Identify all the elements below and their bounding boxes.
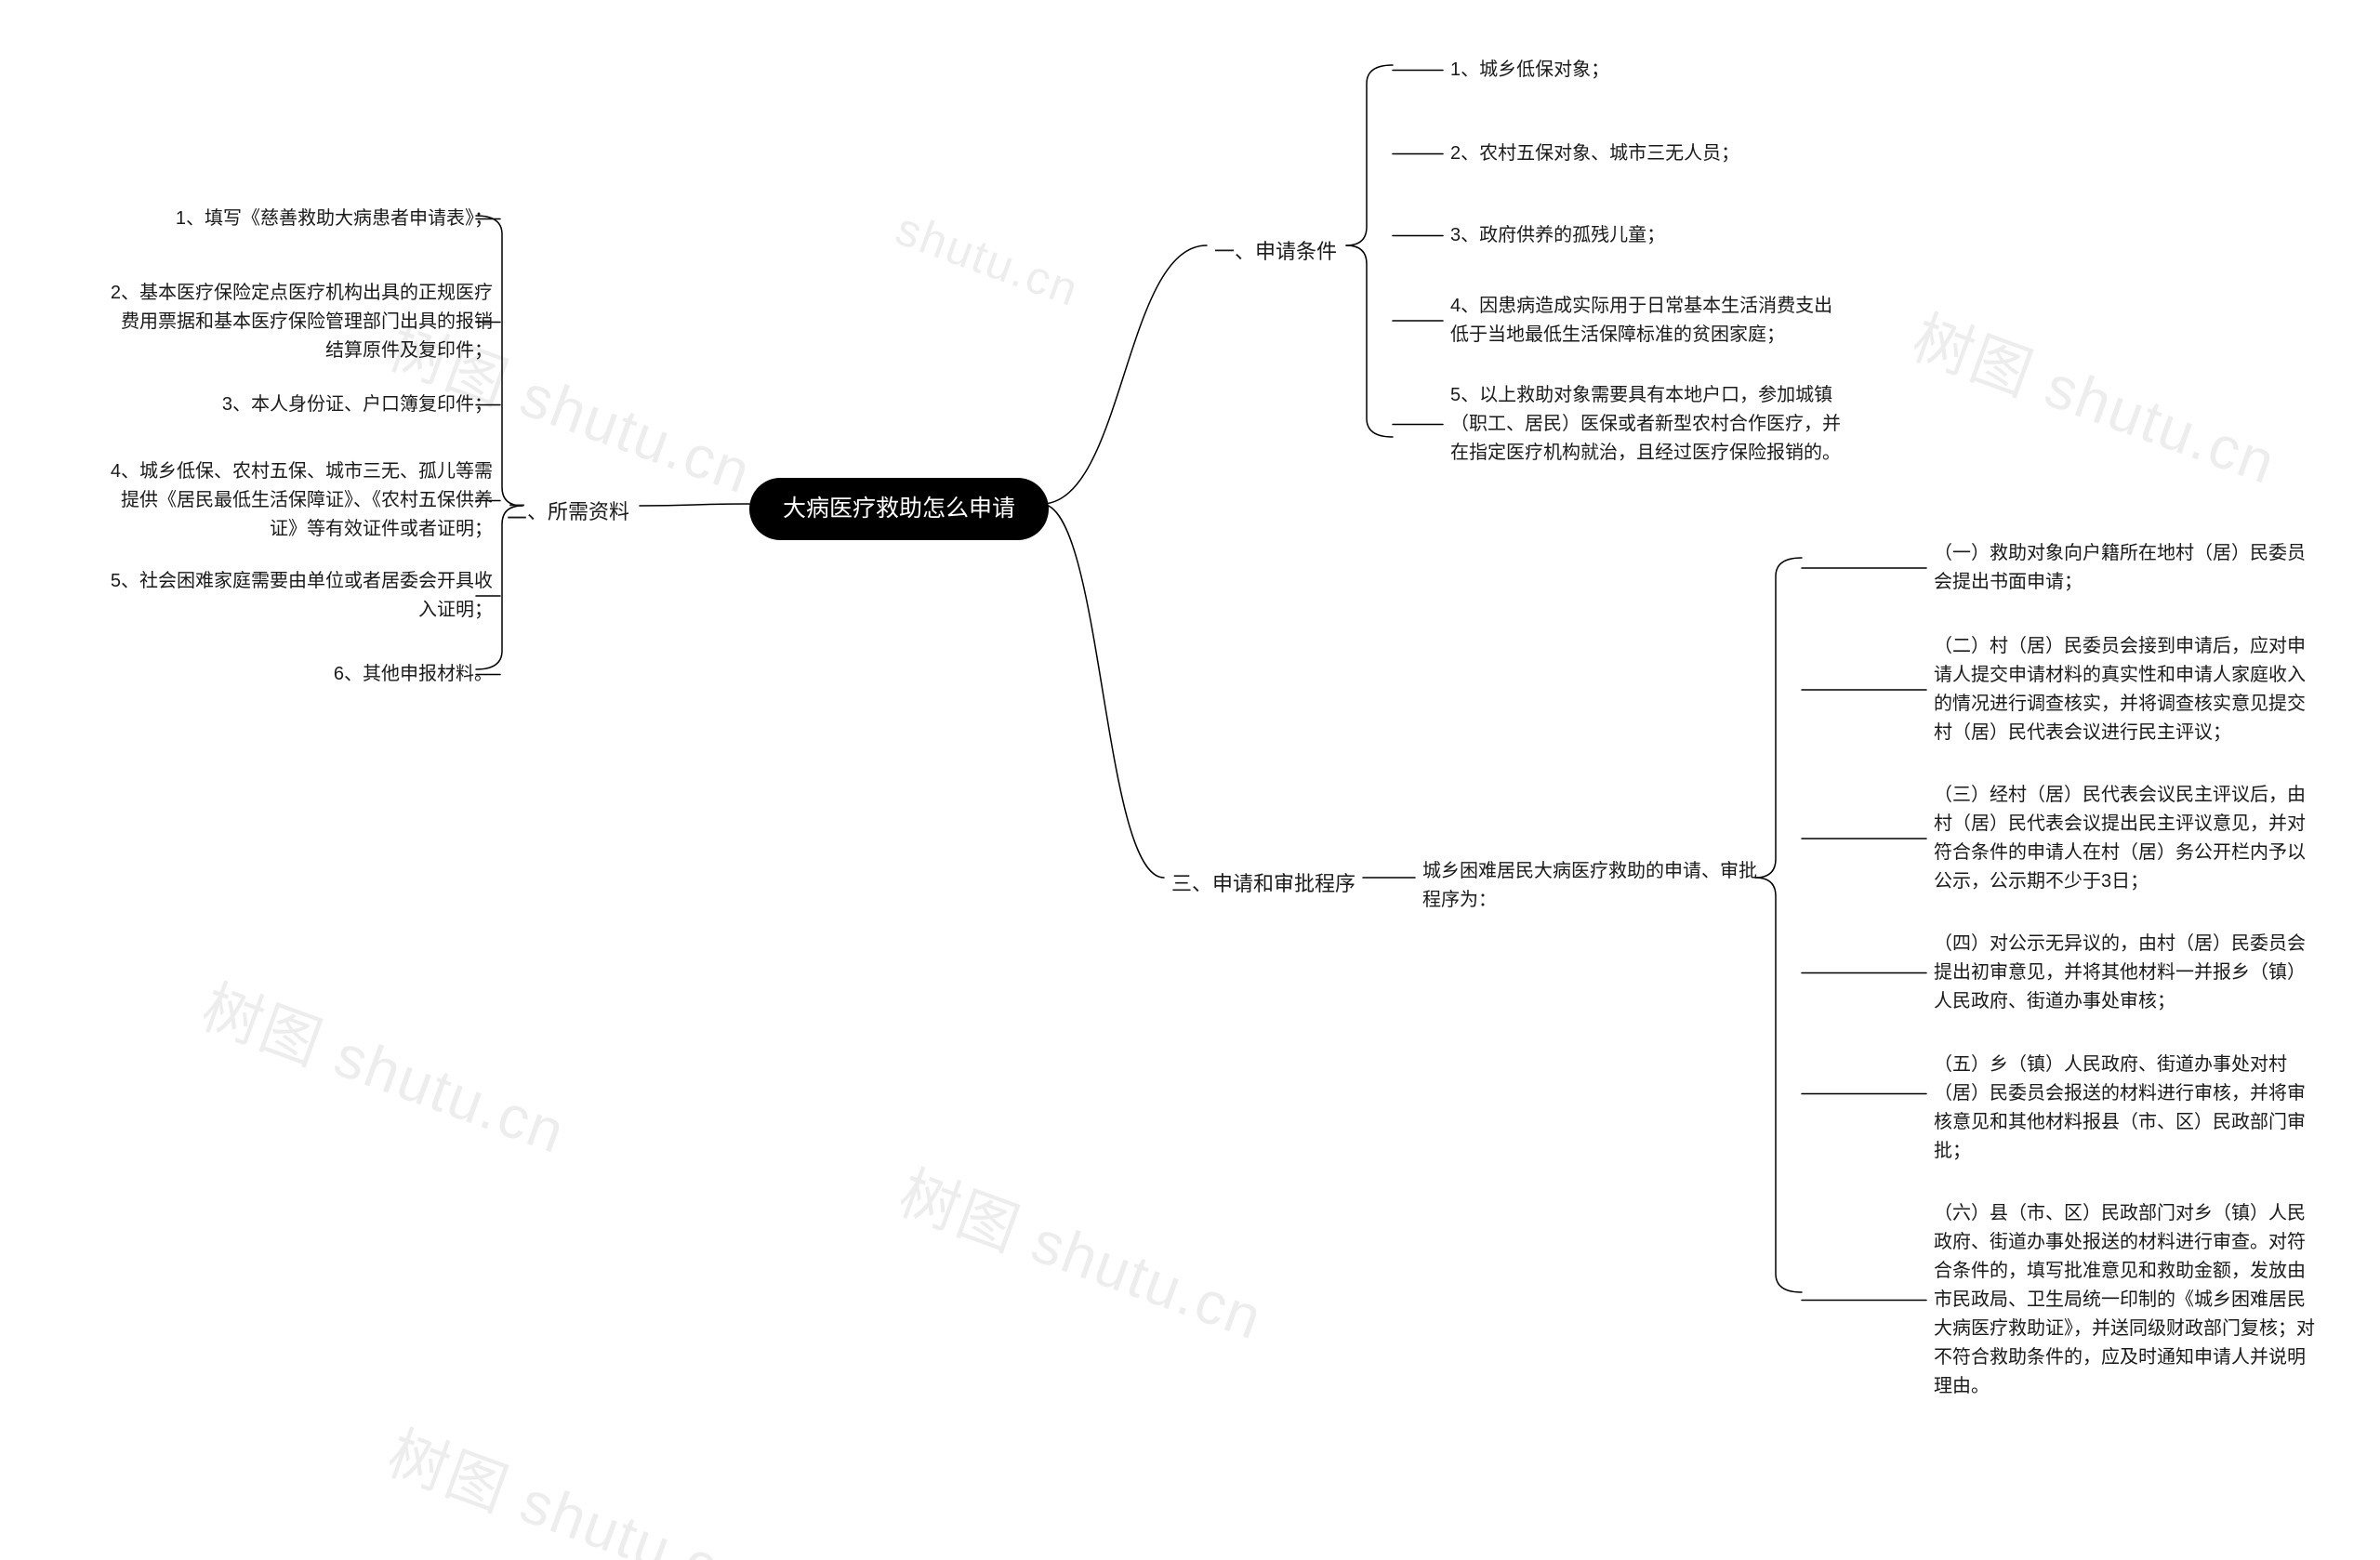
leaf-node: 2、基本医疗保险定点医疗机构出具的正规医疗费用票据和基本医疗保险管理部门出具的报… (107, 279, 493, 365)
branch-conditions: 一、申请条件 (1214, 232, 1337, 271)
branch-process-sub: 城乡困难居民大病医疗救助的申请、审批程序为： (1422, 857, 1757, 915)
leaf-node: （一）救助对象向户籍所在地村（居）民委员会提出书面申请； (1934, 539, 2315, 597)
branch-materials: 二、所需资料 (507, 493, 629, 532)
branch-process: 三、申请和审批程序 (1171, 865, 1355, 904)
leaf-node: 5、以上救助对象需要具有本地户口，参加城镇（职工、居民）医保或者新型农村合作医疗… (1450, 381, 1841, 468)
leaf-node: 1、城乡低保对象； (1450, 56, 1841, 85)
leaf-node: 3、政府供养的孤残儿童； (1450, 221, 1841, 250)
mindmap-canvas: 大病医疗救助怎么申请 一、申请条件 二、所需资料 三、申请和审批程序 城乡困难居… (0, 0, 2380, 1560)
leaf-node: 1、填写《慈善救助大病患者申请表》； (121, 205, 493, 233)
leaf-node: （五）乡（镇）人民政府、街道办事处对村（居）民委员会报送的材料进行审核，并将审核… (1934, 1051, 2315, 1166)
leaf-node: 5、社会困难家庭需要由单位或者居委会开具收入证明； (107, 567, 493, 625)
root-node: 大病医疗救助怎么申请 (749, 478, 1049, 540)
leaf-node: （二）村（居）民委员会接到申请后，应对申请人提交申请材料的真实性和申请人家庭收入… (1934, 632, 2315, 747)
leaf-node: 6、其他申报材料。 (321, 660, 493, 689)
leaf-node: （六）县（市、区）民政部门对乡（镇）人民政府、街道办事处报送的材料进行审查。对符… (1934, 1199, 2315, 1401)
leaf-node: （四）对公示无异议的，由村（居）民委员会提出初审意见，并将其他材料一并报乡（镇）… (1934, 930, 2315, 1016)
leaf-node: 2、农村五保对象、城市三无人员； (1450, 139, 1841, 168)
leaf-node: 4、因患病造成实际用于日常基本生活消费支出低于当地最低生活保障标准的贫困家庭； (1450, 292, 1841, 350)
leaf-node: 3、本人身份证、户口簿复印件； (205, 390, 493, 419)
leaf-node: 4、城乡低保、农村五保、城市三无、孤儿等需提供《居民最低生活保障证》、《农村五保… (107, 457, 493, 544)
leaf-node: （三）经村（居）民代表会议民主评议后，由村（居）民代表会议提出民主评议意见，并对… (1934, 781, 2315, 896)
